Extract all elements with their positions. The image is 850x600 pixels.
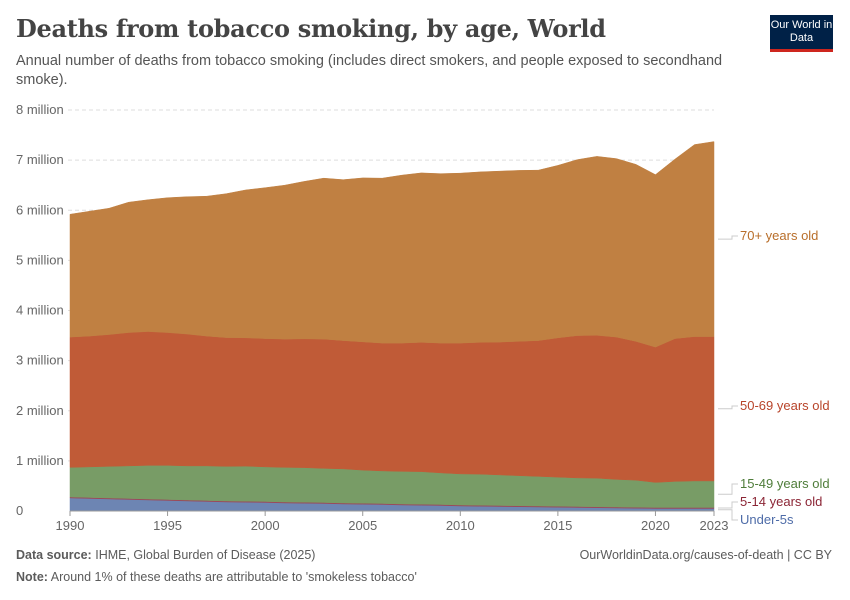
owid-logo[interactable]: Our World in Data xyxy=(770,15,833,52)
note-label: Note: xyxy=(16,570,48,584)
note: Note: Around 1% of these deaths are attr… xyxy=(16,570,417,584)
chart-title: Deaths from tobacco smoking, by age, Wor… xyxy=(16,14,606,43)
legend-connector xyxy=(718,405,738,410)
source-url[interactable]: OurWorldinData.org/causes-of-death | CC … xyxy=(579,548,832,562)
source-text[interactable]: IHME, Global Burden of Disease (2025) xyxy=(95,548,316,562)
legend-label[interactable]: Under-5s xyxy=(740,512,794,527)
x-tick-label: 2010 xyxy=(446,518,475,533)
legend-label[interactable]: 5-14 years old xyxy=(740,494,822,509)
x-tick-label: 2005 xyxy=(348,518,377,533)
x-tick-label: 2020 xyxy=(641,518,670,533)
x-tick-label: 2000 xyxy=(251,518,280,533)
legend-connector xyxy=(718,235,738,240)
legend-label[interactable]: 50-69 years old xyxy=(740,398,830,413)
chart-subtitle: Annual number of deaths from tobacco smo… xyxy=(16,53,723,88)
legend-connector xyxy=(718,483,738,495)
y-tick-label: 0 xyxy=(16,503,23,518)
x-tick-label: 1995 xyxy=(153,518,182,533)
note-text: Around 1% of these deaths are attributab… xyxy=(50,570,417,584)
y-tick-label: 8 million xyxy=(16,102,64,117)
y-tick-label: 1 million xyxy=(16,453,64,468)
legend-label[interactable]: 15-49 years old xyxy=(740,476,830,491)
y-tick-label: 2 million xyxy=(16,403,64,418)
x-tick-label: 2023 xyxy=(700,518,729,533)
x-tick-label: 1990 xyxy=(56,518,85,533)
y-tick-label: 4 million xyxy=(16,303,64,318)
x-tick-label: 2015 xyxy=(543,518,572,533)
legend-label[interactable]: 70+ years old xyxy=(740,228,818,243)
legend-connector xyxy=(718,501,738,509)
y-tick-label: 5 million xyxy=(16,252,64,267)
y-tick-label: 7 million xyxy=(16,152,64,167)
area-50-69-years-old[interactable] xyxy=(69,331,715,483)
y-tick-label: 3 million xyxy=(16,353,64,368)
y-tick-label: 6 million xyxy=(16,202,64,217)
source-label: Data source: xyxy=(16,548,92,562)
legend-connector xyxy=(718,509,738,521)
data-source: Data source: IHME, Global Burden of Dise… xyxy=(16,548,315,562)
area-70-years-old[interactable] xyxy=(69,141,715,348)
